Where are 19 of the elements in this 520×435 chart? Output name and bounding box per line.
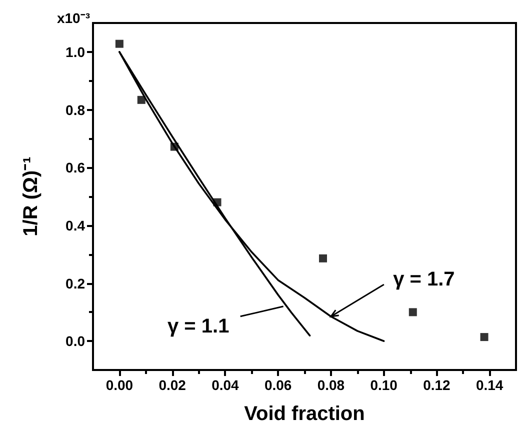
x-tick-label: 0.06 (264, 377, 292, 393)
x-tick-label: 0.12 (423, 377, 451, 393)
y-tick-label: 1.0 (66, 44, 86, 60)
y-tick-label: 0.8 (66, 102, 86, 118)
text: x10⁻³ (56, 10, 90, 26)
y-tick-label: 0.4 (66, 217, 86, 234)
x-tick-label: 0.10 (370, 377, 398, 393)
x-tick-label: 0.08 (317, 377, 345, 393)
annotation: γ = 1.7 (393, 268, 455, 291)
y-tick-label: 0.2 (66, 275, 86, 292)
x-tick-label: 0.04 (212, 377, 240, 393)
y-axis-title: 1/R (Ω)⁻¹ (20, 156, 42, 236)
x-tick-label: 0.00 (106, 377, 134, 393)
annotation: γ = 1.1 (167, 315, 230, 338)
y-tick-label: 0.0 (66, 333, 86, 350)
y-tick-label: 0.6 (66, 160, 86, 176)
x-tick-label: 0.02 (158, 377, 186, 393)
x-tick-label: 0.14 (476, 377, 504, 393)
x-axis-title: Void fraction (244, 403, 365, 425)
